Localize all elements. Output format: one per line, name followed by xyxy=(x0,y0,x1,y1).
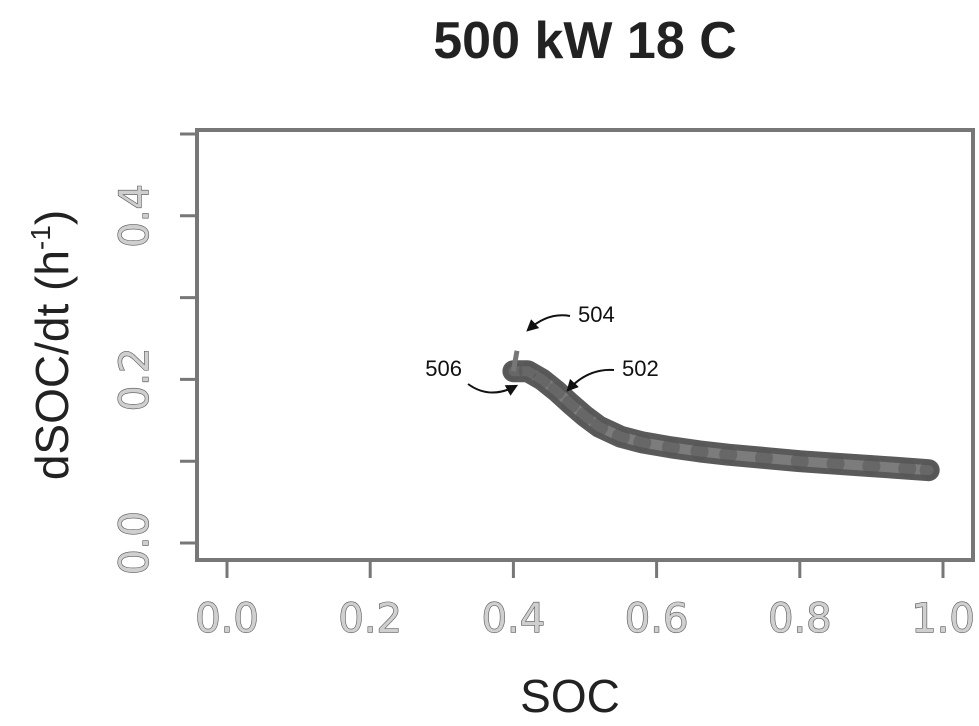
data-point xyxy=(611,427,630,446)
x-tick-label: 0.8 xyxy=(768,596,832,642)
x-axis-label: SOC xyxy=(520,670,620,722)
y-axis-label-end: ) xyxy=(26,210,78,225)
data-point xyxy=(862,457,881,476)
data-point xyxy=(518,362,537,381)
y-tick-label: 0.4 xyxy=(112,184,158,248)
y-axis-label: dSOC/dt (h-1) xyxy=(25,210,78,480)
plot-frame xyxy=(195,128,975,562)
data-point xyxy=(898,459,917,478)
data-point xyxy=(633,433,652,452)
data-point xyxy=(547,381,566,400)
x-tick-label: 1.0 xyxy=(911,596,975,642)
data-point xyxy=(533,370,552,389)
annotation-label-506: 506 xyxy=(425,356,462,381)
data-point xyxy=(661,438,680,457)
x-tick-label: 0.4 xyxy=(482,596,546,642)
curve-spike xyxy=(510,350,520,372)
y-axis: 0.0 0.2 0.4 xyxy=(111,132,197,575)
x-axis: 0.0 0.2 0.4 0.6 0.8 1.0 xyxy=(195,560,975,643)
chart-title: 500 kW 18 C xyxy=(433,12,737,70)
y-axis-label-sup: -1 xyxy=(25,225,56,250)
data-point xyxy=(561,394,580,413)
y-tick-label: 0.2 xyxy=(112,348,158,412)
annotation-layer: 504 502 506 xyxy=(425,302,659,396)
x-tick-label: 0.2 xyxy=(338,596,402,642)
annotation-label-504: 504 xyxy=(578,302,615,327)
annotation-label-502: 502 xyxy=(622,356,659,381)
y-tick-label: 0.0 xyxy=(112,511,158,575)
x-tick-label: 0.0 xyxy=(195,596,259,642)
data-point xyxy=(719,445,738,464)
data-point xyxy=(690,442,709,461)
data-point xyxy=(826,454,845,473)
data-point xyxy=(755,448,773,467)
data-point xyxy=(576,407,594,426)
data-point xyxy=(919,461,938,480)
data-point xyxy=(590,417,609,436)
annotation-arrow-506 xyxy=(467,383,519,396)
y-axis-label-main: dSOC/dt (h xyxy=(26,250,78,480)
data-point xyxy=(790,452,809,471)
annotation-arrow-502 xyxy=(566,368,615,392)
series-layer xyxy=(502,350,940,482)
annotation-arrow-504 xyxy=(526,314,571,332)
x-tick-label: 0.6 xyxy=(625,596,689,642)
